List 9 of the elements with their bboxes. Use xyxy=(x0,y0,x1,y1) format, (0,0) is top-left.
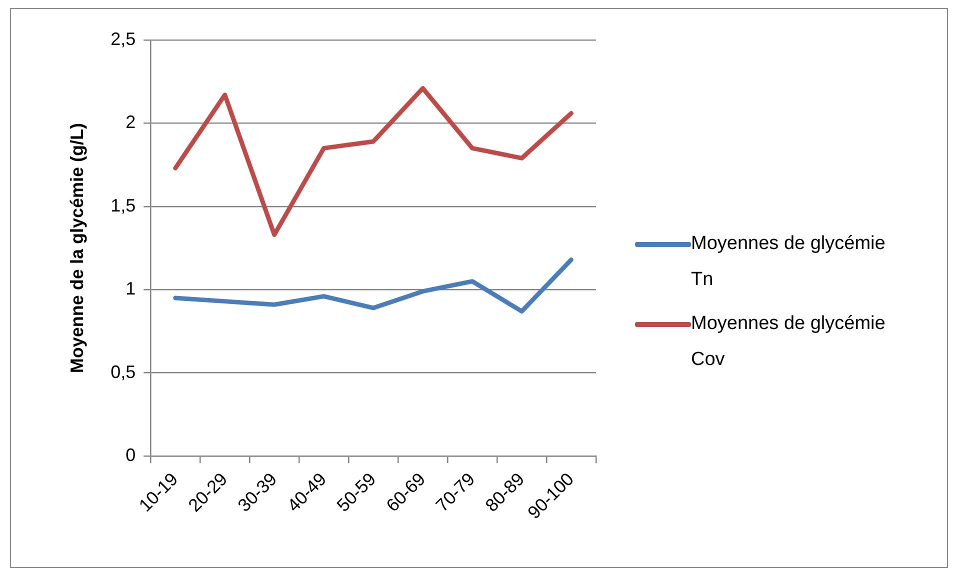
y-tick-label: 2,5 xyxy=(110,28,136,49)
y-tick-label: 1,5 xyxy=(110,195,136,216)
y-tick-label: 0,5 xyxy=(110,362,136,382)
y-tick-label: 2 xyxy=(126,112,136,132)
legend-label: Moyennes de glycémie Cov xyxy=(691,312,886,372)
legend-label: Moyennes de glycémie Tn xyxy=(691,232,886,292)
y-tick-label: 0 xyxy=(126,445,136,466)
y-axis-title: Moyenne de la glycémie (g/L) xyxy=(66,123,87,374)
y-tick-label: 1 xyxy=(126,278,136,299)
